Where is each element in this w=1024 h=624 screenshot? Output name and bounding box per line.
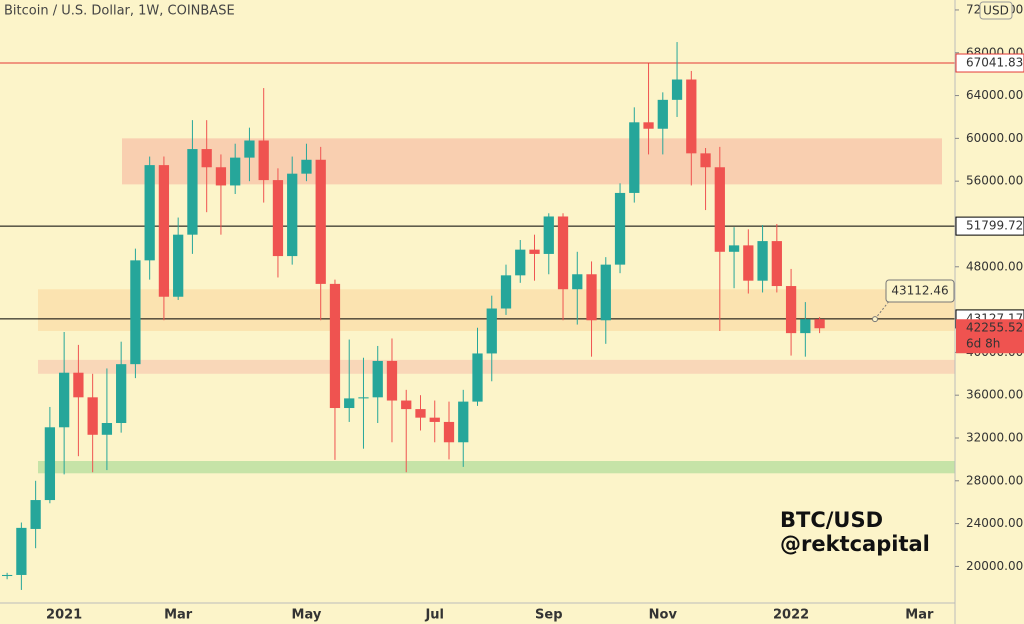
candle-body [415,409,426,418]
level-label-box [955,216,1024,236]
candle-body [230,157,241,186]
candle-body [800,319,811,334]
candle-body [443,421,455,443]
annotation: @rektcapital [780,532,930,556]
candle-body [757,241,768,281]
candle-body [543,216,554,254]
price-label: 42255.52 [966,321,1023,335]
x-tick-label: May [292,608,322,623]
candle-body [629,122,640,193]
candle-body [30,500,41,529]
x-tick-label: Mar [905,608,934,623]
candle-body [301,159,312,174]
candle-body [600,264,611,321]
candle-body [173,234,184,297]
candle-body [272,180,284,257]
candle-body [386,360,398,401]
candle-body [59,372,70,428]
level-label: 51799.72 [966,219,1023,233]
y-tick-label: 56000.00 [966,174,1023,188]
candle-body [344,398,355,409]
candle-body [586,274,597,321]
candle-body [201,149,212,168]
candle-body [557,216,569,290]
candle-body [486,308,497,354]
candle-body [700,153,711,168]
candle-body [101,423,113,435]
x-tick-label: Mar [164,608,193,623]
currency: USD [983,4,1009,18]
candle-body [16,527,27,575]
candle-body [458,401,469,443]
candle-body [329,283,341,409]
y-tick-label: 32000.00 [966,430,1023,444]
candle-body [372,360,383,398]
callout-label: 43112.46 [891,284,948,298]
candle-body [287,173,298,257]
candle-body [686,79,697,154]
candle-body [158,165,170,297]
x-tick-label: 2022 [773,608,809,623]
x-tick-label: 2021 [46,608,82,623]
candle-body [714,167,725,252]
candle-body [728,245,740,252]
zone [38,359,955,374]
chart-title: Bitcoin / U.S. Dollar, 1W, COINBASE [4,4,235,19]
annotation: BTC/USD [780,508,883,532]
y-tick-label: 64000.00 [966,88,1023,102]
candle-body [614,192,626,265]
candle-body [358,397,369,399]
candle-body [771,241,782,287]
candle-body [73,372,84,398]
candle-body [144,165,155,261]
candle-body [244,140,255,158]
level-label-box [955,53,1024,73]
candle-body [657,99,668,129]
callout-leader [874,299,891,320]
candle-body [572,274,583,290]
y-tick-label: 36000.00 [966,388,1023,402]
y-tick-label: 60000.00 [966,131,1023,145]
zone [38,460,955,474]
candle-body [500,275,512,309]
candle-body [44,427,56,501]
candle-body [215,167,227,186]
callout-anchor [872,316,878,323]
x-tick-label: Sep [535,608,563,623]
countdown: 6d 8h [966,337,1000,351]
candle-body [87,397,98,435]
y-tick-label: 28000.00 [966,473,1023,487]
level-label: 67041.83 [966,56,1023,70]
candle-body [643,122,654,129]
candle-body [529,249,540,254]
candle-body [472,353,483,402]
candle-body [258,140,269,181]
candle-body [187,149,198,235]
candle-body [785,286,797,334]
candle-body [429,417,440,422]
currency-box [979,1,1013,20]
candle-body [116,364,127,424]
price-box [956,319,1024,354]
x-tick-label: Jul [424,608,444,623]
candle-body [315,159,326,284]
candle-body [743,245,754,281]
candle-body [515,249,526,276]
y-tick-label: 48000.00 [966,259,1023,273]
candle-body [1,574,13,577]
y-tick-label: 24000.00 [966,516,1023,530]
x-tick-label: Nov [649,608,678,623]
candle-body [814,319,825,329]
y-tick-label: 20000.00 [966,559,1023,573]
callout-box [885,279,955,303]
candle-body [671,79,683,100]
candle-body [130,260,141,365]
candle-body [401,400,412,410]
